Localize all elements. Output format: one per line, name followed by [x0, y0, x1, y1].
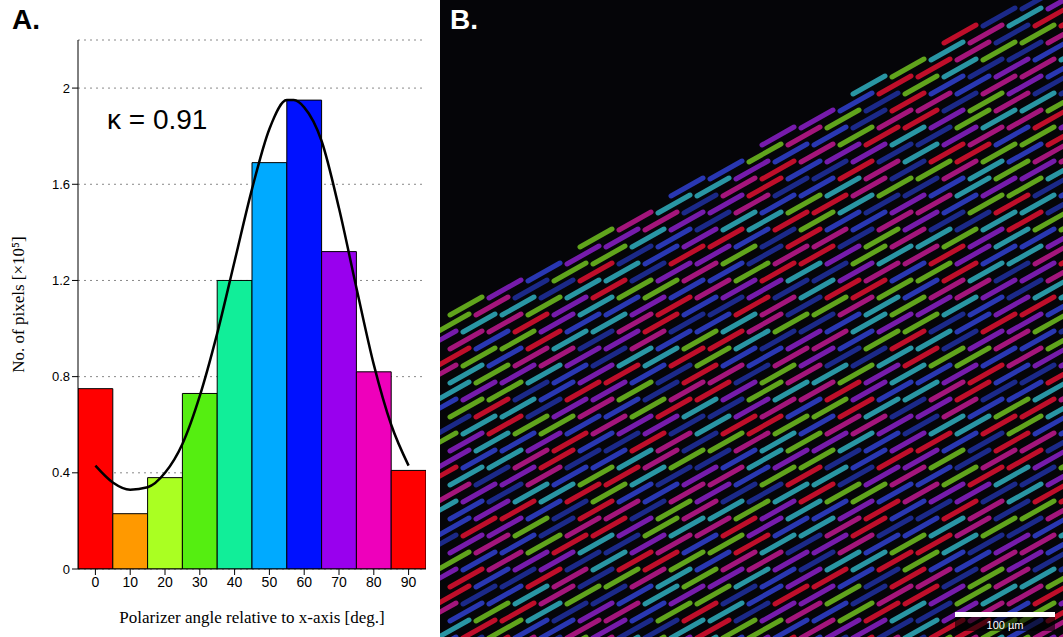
svg-text:No. of pixels [×10⁵]: No. of pixels [×10⁵] [9, 236, 28, 372]
svg-text:0: 0 [92, 574, 100, 590]
html-text:κ = 0.91: κ = 0.91 [107, 104, 208, 135]
svg-text:Polarizer angle relative to x-: Polarizer angle relative to x-axis [deg.… [119, 608, 384, 627]
svg-text:1.2: 1.2 [52, 273, 70, 288]
svg-text:40: 40 [227, 574, 243, 590]
svg-text:2: 2 [63, 81, 70, 96]
svg-text:0.4: 0.4 [52, 465, 70, 480]
svg-text:20: 20 [157, 574, 173, 590]
html-text:B.: B. [450, 4, 478, 35]
svg-text:0.8: 0.8 [52, 369, 70, 384]
svg-text:70: 70 [331, 574, 347, 590]
svg-text:1.6: 1.6 [52, 177, 70, 192]
svg-text:60: 60 [296, 574, 312, 590]
html-text:100 µm: 100 µm [986, 619, 1024, 631]
svg-text:50: 50 [262, 574, 278, 590]
svg-text:80: 80 [366, 574, 382, 590]
html-text:A.: A. [12, 4, 40, 35]
svg-text:90: 90 [401, 574, 417, 590]
svg-text:10: 10 [122, 574, 138, 590]
svg-text:30: 30 [192, 574, 208, 590]
svg-text:0: 0 [63, 562, 70, 577]
